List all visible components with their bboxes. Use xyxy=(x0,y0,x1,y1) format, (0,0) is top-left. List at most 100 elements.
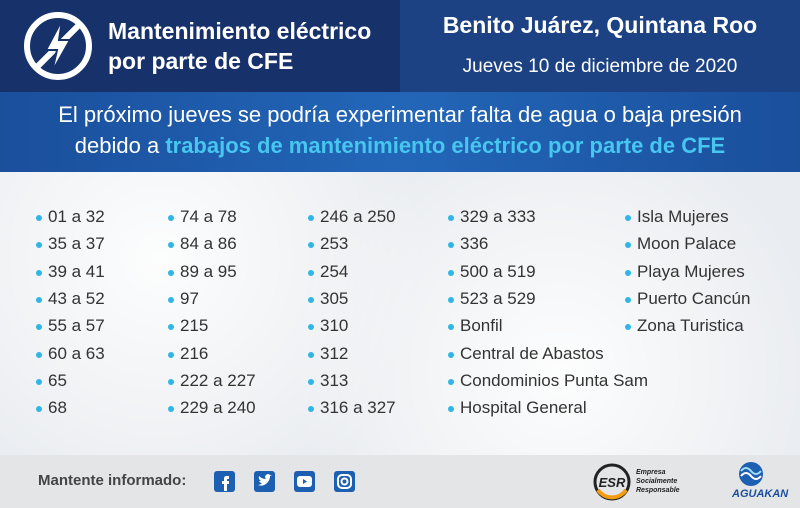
bullet xyxy=(308,215,314,221)
area-item: Central de Abastos xyxy=(460,343,604,363)
bullet xyxy=(36,324,42,331)
bullet xyxy=(308,269,314,276)
header-right xyxy=(400,0,800,92)
bullet xyxy=(168,351,174,358)
area-item: 253 xyxy=(320,234,349,254)
youtube-icon[interactable] xyxy=(294,471,315,492)
facebook-icon[interactable] xyxy=(214,471,235,492)
area-item: 316 a 327 xyxy=(320,398,396,418)
area-item: Zona Turistica xyxy=(637,316,744,336)
aguakan-logo xyxy=(739,462,763,486)
area-item: 329 a 333 xyxy=(460,207,536,226)
bullet xyxy=(448,351,454,358)
bullet xyxy=(448,378,454,385)
bullet xyxy=(625,324,631,331)
area-item: Condominios Punta Sam xyxy=(460,370,649,390)
bullet xyxy=(308,324,314,331)
brand: AGUAKAN xyxy=(732,488,789,500)
bullet xyxy=(168,242,174,249)
area-item: Puerto Cancún xyxy=(637,288,751,308)
notice-line: El próximo jueves se podría experimentar… xyxy=(58,102,742,127)
area-item: 312 xyxy=(320,343,349,363)
area-item: Bonfil xyxy=(460,316,503,336)
title: Mantenimiento eléctrico xyxy=(108,18,372,44)
area-item: 310 xyxy=(320,316,349,336)
date: Jueves 10 de diciembre de 2020 xyxy=(462,56,738,77)
bullet xyxy=(625,242,631,249)
area-item: 74 a 78 xyxy=(180,207,237,226)
bullet xyxy=(36,242,42,249)
area-item: Hospital General xyxy=(460,398,587,418)
location: Benito Juárez, Quintana Roo xyxy=(442,12,758,38)
bullet xyxy=(308,351,314,358)
area-item: 68 xyxy=(48,398,67,418)
area-item: 523 a 529 xyxy=(460,288,536,308)
notice-band xyxy=(0,92,800,172)
esr-text: Empresa xyxy=(636,469,666,476)
bullet xyxy=(625,215,631,221)
bullet xyxy=(168,378,174,385)
area-item: 43 a 52 xyxy=(48,288,105,308)
bullet xyxy=(36,215,42,221)
area-item: 55 a 57 xyxy=(48,316,105,336)
twitter-icon[interactable] xyxy=(254,471,275,492)
lightning-icon xyxy=(24,12,92,80)
bullet xyxy=(168,215,174,221)
area-item: 254 xyxy=(320,261,349,281)
bullet xyxy=(308,378,314,385)
notice-line: debido a trabajos de mantenimiento eléct… xyxy=(0,133,800,159)
area-item: Isla Mujeres xyxy=(637,207,729,226)
bullet xyxy=(168,406,174,413)
area-item: 60 a 63 xyxy=(48,343,105,363)
bullet xyxy=(168,296,174,303)
bullet xyxy=(36,269,42,276)
footer xyxy=(0,455,800,508)
area-item: 01 a 32 xyxy=(48,207,105,226)
follow-label: Mantente informado: xyxy=(38,472,187,489)
area-item: 222 a 227 xyxy=(180,370,256,390)
bullet xyxy=(448,324,454,331)
esr-text: Socialmente xyxy=(636,478,678,485)
area-item: 215 xyxy=(180,316,209,336)
bullet xyxy=(448,296,454,303)
area-item: Moon Palace xyxy=(637,234,737,254)
bullet xyxy=(625,296,631,303)
bullet xyxy=(448,406,454,413)
area-item: 89 a 95 xyxy=(180,261,237,281)
bullet xyxy=(36,378,42,385)
instagram-icon[interactable] xyxy=(334,471,355,492)
social-icons xyxy=(214,471,355,492)
bullet xyxy=(308,242,314,249)
esr-logo: ESR xyxy=(593,463,631,501)
area-item: 500 a 519 xyxy=(460,261,536,281)
bullet xyxy=(448,215,454,221)
area-item: 246 a 250 xyxy=(320,207,396,226)
area-item: 305 xyxy=(320,288,349,308)
bullet xyxy=(168,269,174,276)
area-item: 229 a 240 xyxy=(180,398,256,418)
bullet xyxy=(625,269,631,276)
area-item: 313 xyxy=(320,370,349,390)
area-item: 97 xyxy=(180,288,199,308)
notice-prefix: debido a xyxy=(74,133,160,158)
bullet xyxy=(308,296,314,303)
bullet xyxy=(36,296,42,303)
area-item: 84 a 86 xyxy=(180,234,237,254)
bullet xyxy=(36,406,42,413)
area-item: 39 a 41 xyxy=(48,261,105,281)
list-area xyxy=(0,172,800,455)
title: por parte de CFE xyxy=(108,48,294,74)
area-item: Playa Mujeres xyxy=(637,261,745,281)
area-item: 65 xyxy=(48,370,67,390)
area-item: 216 xyxy=(180,343,209,363)
bullet xyxy=(448,242,454,249)
notice-highlight: trabajos de mantenimiento eléctrico por … xyxy=(165,133,726,158)
bullet xyxy=(448,269,454,276)
area-item: 336 xyxy=(460,234,489,254)
bullet xyxy=(168,324,174,331)
bullet xyxy=(308,406,314,413)
esr-mark: ESR xyxy=(599,475,626,490)
bullet xyxy=(36,351,42,358)
area-item: 35 a 37 xyxy=(48,234,105,254)
